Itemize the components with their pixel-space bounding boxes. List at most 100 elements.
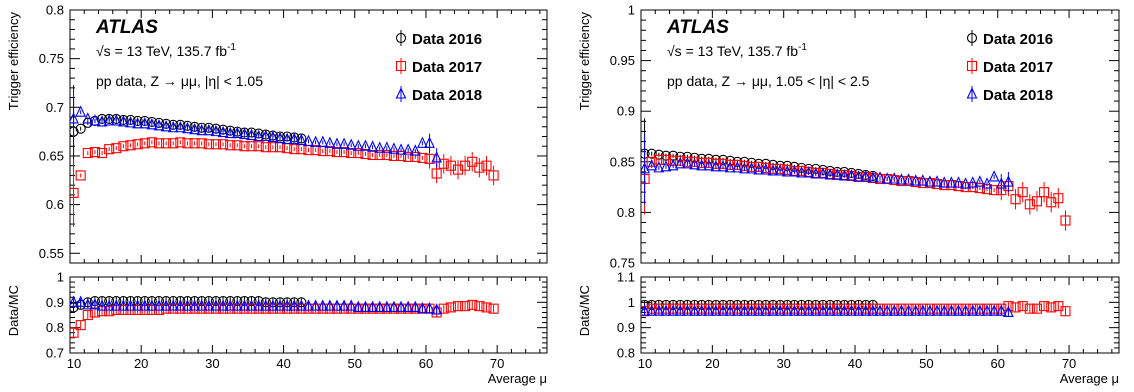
ratio-point-triangle: [125, 299, 136, 311]
ratio-point-triangle: [160, 299, 172, 311]
ratio-point-triangle: [338, 299, 350, 311]
data-point-triangle: [903, 173, 914, 185]
ratio-point-triangle: [167, 299, 179, 311]
y-tick-label: 0.55: [39, 246, 64, 261]
ratio-point-triangle: [838, 304, 850, 316]
data-point-square: [481, 160, 492, 171]
y-tick-label: 0.6: [46, 197, 64, 212]
data-point-triangle: [810, 167, 822, 179]
data-point-triangle: [118, 115, 129, 127]
data-point-triangle: [817, 167, 829, 179]
data-point-triangle: [352, 139, 364, 151]
data-point-triangle: [696, 159, 708, 171]
ratio-point-triangle: [960, 304, 971, 316]
data-point-triangle: [381, 141, 393, 153]
ratio-point-triangle: [753, 304, 765, 316]
data-point-triangle: [70, 112, 79, 124]
data-point-triangle: [760, 163, 772, 175]
ratio-point-triangle: [1003, 305, 1014, 318]
y-tick-label: 0.8: [46, 3, 64, 18]
ratio-point-triangle: [132, 299, 144, 311]
ratio-point-triangle: [424, 301, 435, 314]
data-point-triangle: [360, 139, 371, 151]
ratio-point-triangle: [746, 304, 757, 316]
data-point-square: [445, 160, 456, 171]
data-point-triangle: [746, 162, 757, 174]
x-tick-label: 70: [1062, 356, 1076, 371]
x-tick-label: 20: [705, 356, 719, 371]
ratio-point-triangle: [974, 304, 986, 316]
ratio-point-triangle: [674, 304, 686, 316]
ratio-point-square: [70, 327, 79, 338]
data-point-triangle: [174, 120, 186, 133]
data-point-triangle: [196, 123, 208, 136]
data-point-triangle: [767, 164, 779, 176]
ratio-point-triangle: [874, 304, 886, 316]
data-point-triangle: [981, 177, 993, 189]
main-plot-frame: [640, 9, 1120, 264]
ratio-point-square: [438, 303, 449, 314]
data-point-triangle: [110, 114, 122, 126]
ratio-point-triangle: [953, 304, 964, 316]
ratio-point-square: [452, 301, 464, 312]
ratio-point-triangle: [402, 300, 414, 312]
data-point-square: [218, 139, 229, 150]
ratio-point-triangle: [660, 304, 672, 316]
data-point-triangle: [210, 124, 222, 137]
ratio-point-triangle: [253, 299, 265, 311]
data-point-triangle: [103, 114, 115, 126]
data-point-square: [253, 141, 264, 152]
data-point-triangle: [267, 130, 279, 143]
sqrt-s: √s: [96, 43, 111, 59]
ratio-point-triangle: [867, 304, 879, 316]
data-point-square: [488, 170, 499, 181]
ratio-point-triangle: [267, 299, 279, 311]
ratio-point-square: [1053, 301, 1064, 312]
data-point-triangle: [231, 126, 243, 139]
ratio-point-square: [1010, 302, 1021, 313]
ratio-point-triangle: [896, 304, 907, 316]
y-tick-label: 0.85: [610, 154, 635, 169]
ratio-point-triangle: [374, 300, 386, 312]
y-tick-label: 0.65: [39, 148, 64, 163]
data-point-triangle: [682, 157, 693, 169]
y-tick-label: 0.95: [610, 53, 635, 68]
ratio-point-triangle: [146, 299, 158, 311]
ratio-y-tick-label: 0.9: [46, 295, 64, 310]
ratio-point-triangle: [217, 299, 229, 311]
data-point-triangle: [739, 162, 750, 174]
data-point-square: [474, 162, 485, 173]
data-point-triangle: [646, 159, 658, 171]
data-point-square: [146, 137, 157, 148]
lumi-exponent: -1: [798, 42, 807, 53]
data-point-triangle: [881, 172, 893, 184]
data-point-square: [1031, 196, 1043, 207]
data-point-triangle: [303, 134, 314, 146]
ratio-point-triangle: [210, 299, 222, 311]
data-point-square: [660, 154, 672, 165]
data-point-triangle: [724, 161, 736, 173]
ratio-point-triangle: [682, 304, 693, 316]
data-point-square: [196, 138, 207, 149]
data-point-square: [339, 147, 350, 158]
ratio-point-square: [488, 303, 499, 314]
data-point-triangle: [89, 114, 101, 126]
ratio-point-triangle: [274, 299, 286, 311]
data-point-square: [210, 139, 221, 150]
data-point-triangle: [75, 105, 87, 117]
data-point-triangle: [874, 171, 886, 183]
ratio-point-triangle: [231, 299, 243, 311]
ratio-point-triangle: [824, 304, 836, 316]
data-point-triangle: [710, 160, 722, 172]
data-point-square: [203, 139, 214, 150]
ratio-point-triangle: [75, 295, 87, 307]
ratio-point-triangle: [70, 295, 79, 307]
data-point-triangle: [838, 169, 850, 181]
ratio-point-triangle: [239, 299, 250, 311]
data-point-triangle: [896, 173, 907, 185]
x-tick-label: 60: [990, 356, 1004, 371]
data-point-triangle: [781, 165, 793, 177]
ratio-point-triangle: [417, 301, 428, 314]
legend-entry: Data 2016: [983, 31, 1053, 48]
